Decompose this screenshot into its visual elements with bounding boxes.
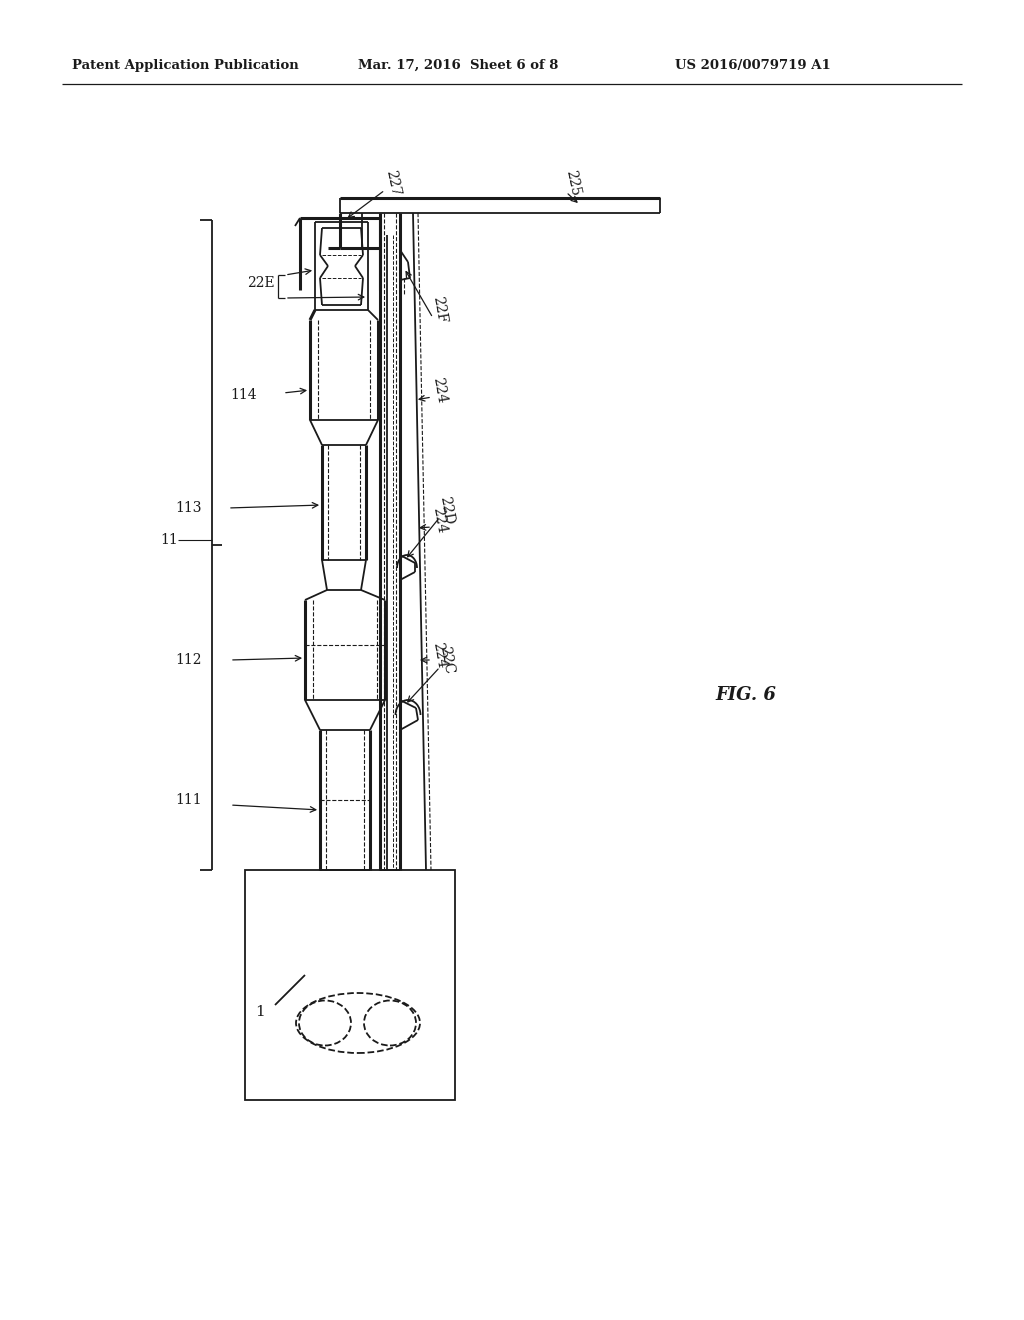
Text: 22F: 22F [430, 296, 449, 325]
Text: Mar. 17, 2016  Sheet 6 of 8: Mar. 17, 2016 Sheet 6 of 8 [358, 58, 558, 71]
Text: 224: 224 [430, 506, 449, 535]
Text: Patent Application Publication: Patent Application Publication [72, 58, 299, 71]
Text: 227: 227 [383, 169, 402, 198]
Text: 113: 113 [175, 502, 202, 515]
Text: 22E: 22E [247, 276, 274, 290]
Text: 224: 224 [430, 376, 449, 404]
Text: 22D: 22D [437, 495, 456, 525]
Text: 1: 1 [255, 1005, 265, 1019]
Text: FIG. 6: FIG. 6 [715, 686, 776, 704]
Text: 22C: 22C [437, 645, 456, 675]
Text: 225: 225 [563, 169, 583, 197]
Text: 224: 224 [430, 640, 449, 669]
Text: 11: 11 [160, 533, 178, 546]
Text: 112: 112 [175, 653, 202, 667]
Text: 114: 114 [230, 388, 257, 403]
Bar [245, 870, 455, 1100]
Text: US 2016/0079719 A1: US 2016/0079719 A1 [675, 58, 830, 71]
Text: 111: 111 [175, 793, 202, 807]
